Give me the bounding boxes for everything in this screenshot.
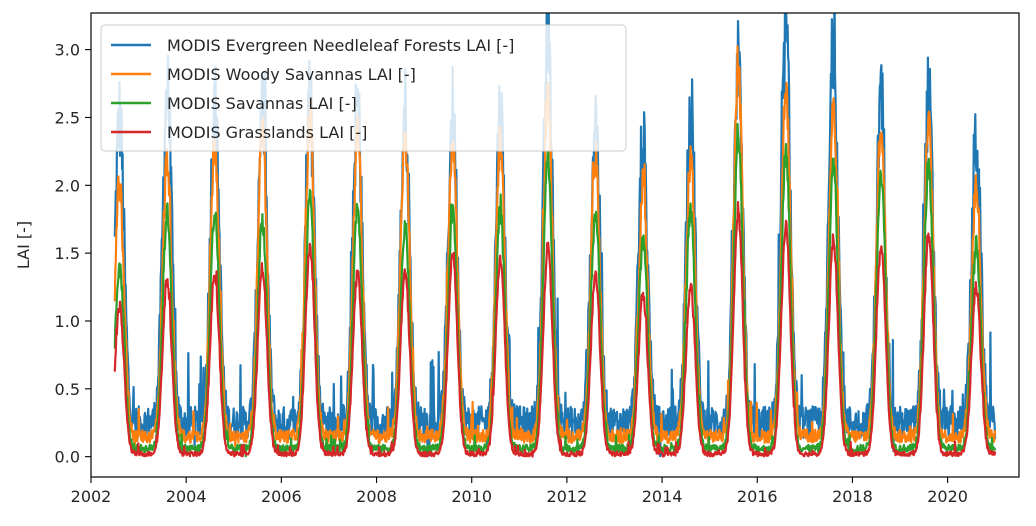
y-tick-label: 0.5	[55, 380, 80, 399]
x-tick-label: 2010	[451, 487, 492, 506]
y-tick-label: 3.0	[55, 41, 80, 60]
x-tick-label: 2020	[927, 487, 968, 506]
series-line	[113, 201, 997, 458]
y-tick-label: 1.0	[55, 312, 80, 331]
legend-entry-label: MODIS Evergreen Needleleaf Forests LAI […	[167, 36, 514, 55]
series-line	[113, 122, 997, 458]
y-axis: 0.0 0.5 1.0 1.5 2.0 2.5 3.0	[55, 41, 91, 467]
y-tick-label: 1.5	[55, 244, 80, 263]
x-tick-label: 2018	[832, 487, 873, 506]
x-tick-label: 2002	[71, 487, 112, 506]
x-tick-label: 2006	[261, 487, 302, 506]
y-tick-label: 2.5	[55, 108, 80, 127]
y-axis-label: LAI [-]	[14, 221, 33, 269]
x-tick-label: 2004	[166, 487, 207, 506]
x-axis: 2002 2004 2006 2008 2010 2012 2014 2016 2018 2020	[71, 477, 968, 506]
legend-entry-label: MODIS Woody Savannas LAI [-]	[167, 65, 416, 84]
plot-frame	[90, 12, 1020, 478]
legend-entry-label: MODIS Savannas LAI [-]	[167, 94, 357, 113]
y-tick-label: 2.0	[55, 176, 80, 195]
x-tick-label: 2008	[356, 487, 397, 506]
legend-entry-label: MODIS Grasslands LAI [-]	[167, 123, 367, 142]
x-tick-label: 2012	[547, 487, 588, 506]
legend-box	[100, 24, 627, 152]
legend: MODIS Evergreen Needleleaf Forests LAI […	[100, 24, 627, 152]
x-tick-label: 2014	[642, 487, 683, 506]
y-tick-label: 0.0	[55, 448, 80, 467]
x-tick-label: 2016	[737, 487, 778, 506]
